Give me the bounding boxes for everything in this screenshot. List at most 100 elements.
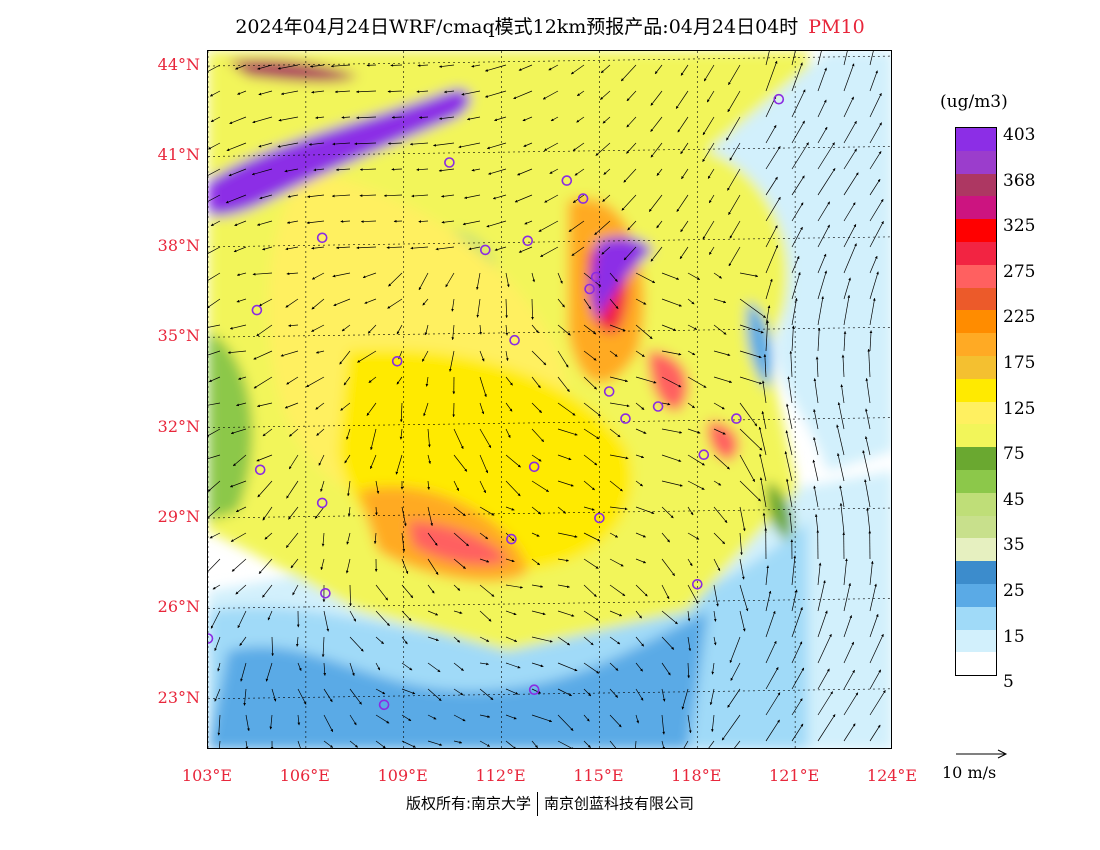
wind-arrow (817, 668, 830, 690)
wind-arrow (609, 584, 626, 597)
wind-arrow (232, 454, 247, 467)
wind-arrow (531, 402, 542, 414)
wind-arrow (441, 220, 455, 224)
city-marker (254, 464, 266, 476)
latitude-gridline (208, 326, 891, 338)
wind-arrow (347, 506, 351, 517)
wind-arrow (235, 506, 247, 513)
legend-swatch (956, 583, 996, 607)
wind-arrow (583, 740, 591, 748)
wind-arrow (549, 168, 559, 174)
wind-arrow (401, 584, 414, 599)
city-marker (479, 244, 491, 256)
wind-arrow (208, 506, 221, 520)
latitude-label: 29°N (157, 507, 200, 526)
wind-arrow (321, 636, 325, 658)
wind-arrow (570, 64, 585, 75)
wind-arrow (416, 168, 429, 172)
wind-arrow (256, 324, 273, 337)
wind-arrow (572, 142, 585, 152)
wind-arrow (479, 714, 491, 718)
wind-arrow (765, 196, 781, 222)
city-marker (208, 633, 214, 644)
wind-arrow (635, 506, 655, 514)
wind-arrow (713, 558, 721, 572)
wind-arrow (479, 350, 485, 362)
wind-arrow (314, 506, 325, 519)
wind-arrow (576, 116, 585, 123)
wind-arrow (765, 51, 770, 66)
wind-arrow (479, 376, 487, 398)
wind-arrow (237, 90, 247, 95)
wind-arrow (650, 116, 663, 132)
legend-swatch (956, 538, 996, 562)
wind-arrow (340, 402, 351, 411)
wind-arrow (687, 350, 696, 356)
wind-arrow (817, 126, 828, 144)
wind-arrow (286, 376, 299, 385)
copyright-right: 南京创蓝科技有限公司 (544, 794, 695, 813)
wind-arrow (391, 167, 403, 171)
wind-arrow (311, 298, 325, 310)
wind-arrow (557, 740, 575, 748)
wind-arrow (330, 64, 351, 68)
wind-arrow (687, 272, 701, 281)
wind-arrow (229, 324, 247, 330)
wind-arrow (531, 350, 547, 366)
wind-arrow (453, 584, 461, 591)
wind-arrow (287, 194, 299, 198)
wind-arrow (401, 740, 416, 748)
wind-arrow (557, 298, 565, 308)
wind-arrow (427, 506, 434, 527)
wind-arrow (661, 298, 682, 307)
city-marker (528, 461, 540, 473)
wind-arrow (346, 532, 351, 545)
wind-arrow (661, 506, 674, 519)
footer-separator (537, 792, 539, 816)
city-marker (577, 193, 589, 204)
wind-arrow (557, 272, 563, 284)
wind-arrow (315, 350, 325, 354)
wind-arrow (739, 298, 766, 318)
wind-arrow (713, 428, 726, 435)
wind-arrow (367, 324, 377, 334)
wind-arrow (323, 688, 333, 703)
wind-arrow (739, 350, 762, 359)
city-marker (731, 413, 742, 424)
wind-arrow (739, 376, 763, 385)
wind-arrow (765, 610, 776, 638)
wind-arrow (609, 350, 618, 357)
wind-arrow (687, 428, 701, 434)
wind-arrow (375, 740, 386, 748)
wind-arrow (344, 454, 351, 464)
wind-arrow (840, 384, 845, 404)
wind-arrow (388, 272, 403, 287)
wind-arrow (708, 194, 715, 204)
wind-arrow (791, 120, 805, 144)
wind-arrow (271, 688, 277, 702)
wind-arrow (813, 409, 819, 430)
wind-arrow (869, 255, 878, 274)
wind-arrow (453, 740, 463, 744)
wind-arrow (231, 558, 247, 572)
wind-arrow (661, 454, 682, 462)
latitude-label: 35°N (157, 326, 200, 346)
wind-arrow (785, 478, 793, 508)
wind-arrow (791, 607, 803, 638)
wind-arrow (813, 437, 819, 456)
wind-arrow (676, 194, 689, 212)
wind-arrow (739, 610, 746, 632)
legend-tick-label: 275 (1003, 261, 1036, 282)
wind-reference-label: 10 m/s (942, 763, 997, 782)
wind-arrow (786, 403, 793, 430)
wind-arrow (285, 532, 299, 548)
wind-arrow (557, 480, 574, 487)
wind-arrow (438, 168, 455, 172)
wind-arrow (252, 272, 273, 276)
city-marker (320, 587, 331, 599)
wind-arrow (323, 740, 334, 748)
map-panel[interactable] (207, 50, 892, 749)
latitude-gridline (208, 236, 891, 248)
wind-arrow (791, 698, 803, 716)
wind-arrow (759, 453, 767, 482)
